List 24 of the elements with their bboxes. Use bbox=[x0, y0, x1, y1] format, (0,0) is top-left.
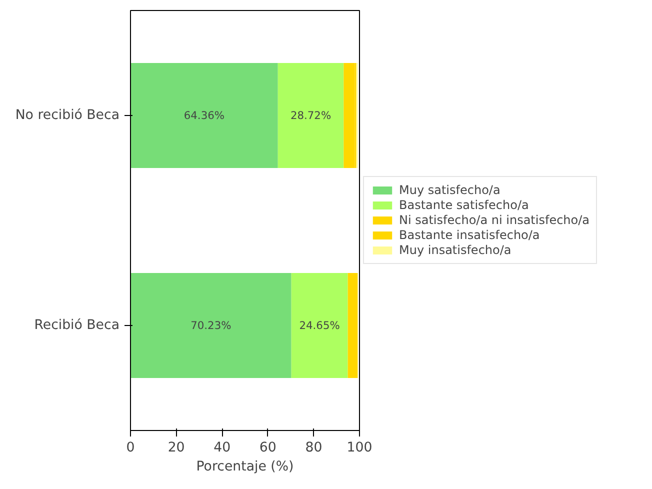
data-label: 64.36% bbox=[184, 109, 225, 122]
bar bbox=[344, 63, 355, 168]
y-tick-label: No recibió Beca bbox=[15, 108, 120, 123]
x-axis-title: Porcentaje (%) bbox=[196, 460, 294, 474]
y-tick-label: Recibió Beca bbox=[34, 318, 120, 333]
x-tick-label: 0 bbox=[126, 440, 135, 456]
x-tick-label: 60 bbox=[259, 440, 276, 456]
x-tick-label: 80 bbox=[305, 440, 322, 456]
data-label: 24.65% bbox=[299, 319, 340, 332]
legend-label: Bastante satisfecho/a bbox=[399, 198, 529, 212]
legend-label: Muy satisfecho/a bbox=[399, 183, 500, 197]
legend-label: Ni satisfecho/a ni insatisfecho/a bbox=[399, 213, 590, 227]
x-tick-label: 20 bbox=[168, 440, 185, 456]
bar bbox=[278, 63, 344, 168]
data-label: 28.72% bbox=[290, 109, 332, 122]
bar bbox=[291, 273, 348, 378]
x-tick-label: 100 bbox=[346, 440, 372, 456]
x-tick-label: 40 bbox=[214, 440, 231, 456]
data-label: 70.23% bbox=[190, 319, 232, 332]
bar bbox=[130, 273, 292, 378]
bar bbox=[348, 273, 356, 378]
legend-label: Bastante insatisfecho/a bbox=[399, 228, 540, 242]
bar bbox=[130, 63, 278, 168]
legend-label: Muy insatisfecho/a bbox=[399, 243, 512, 257]
